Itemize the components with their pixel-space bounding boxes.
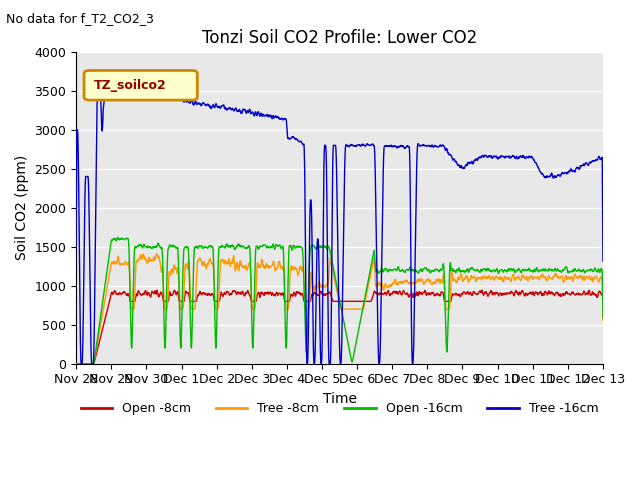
Y-axis label: Soil CO2 (ppm): Soil CO2 (ppm) <box>15 155 29 260</box>
Text: TZ_soilco2: TZ_soilco2 <box>93 79 166 92</box>
Text: No data for f_T2_CO2_3: No data for f_T2_CO2_3 <box>6 12 154 25</box>
X-axis label: Time: Time <box>323 392 356 406</box>
Legend: Open -8cm, Tree -8cm, Open -16cm, Tree -16cm: Open -8cm, Tree -8cm, Open -16cm, Tree -… <box>76 397 603 420</box>
FancyBboxPatch shape <box>84 71 197 100</box>
Title: Tonzi Soil CO2 Profile: Lower CO2: Tonzi Soil CO2 Profile: Lower CO2 <box>202 29 477 48</box>
